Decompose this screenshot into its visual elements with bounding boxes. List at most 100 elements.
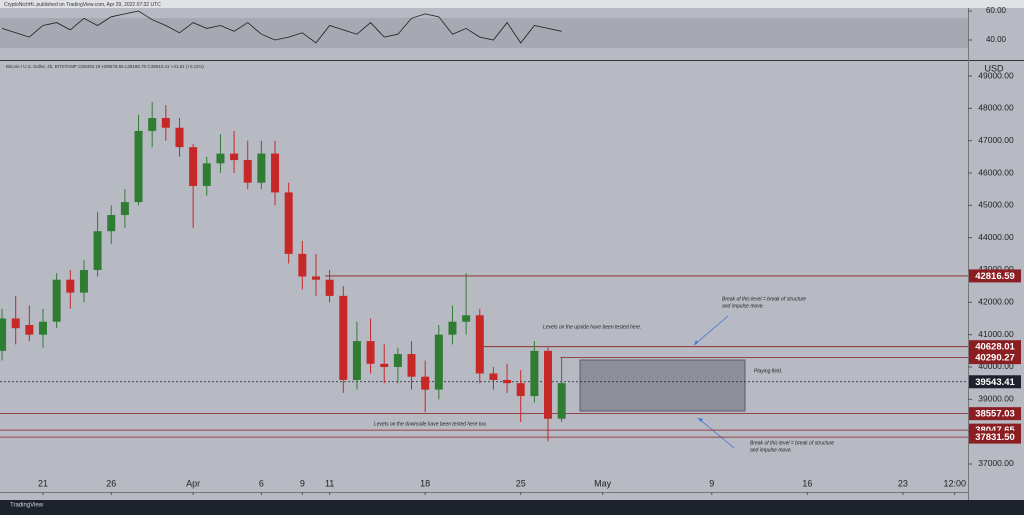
brand: TradingView (10, 503, 44, 509)
rsi-tick-label: 40.00 (986, 35, 1007, 44)
y-tick-label: 41000.00 (978, 329, 1014, 339)
candle-body (325, 279, 334, 296)
x-tick-label: 18 (420, 478, 430, 488)
level-label: 40290.27 (975, 353, 1015, 364)
candle-body (52, 279, 61, 322)
y-tick-label: 48000.00 (978, 103, 1014, 113)
candle-body (120, 202, 129, 216)
y-tick-label: 45000.00 (978, 200, 1014, 210)
x-tick-label: 12:00 (943, 478, 966, 488)
currency: USD (984, 63, 1004, 73)
symbol-legend: Bitcoin / U.S. Dollar, 4h, BITSTAMP O394… (6, 64, 204, 69)
level-label: 39543.41 (975, 377, 1015, 388)
x-tick-label: 25 (516, 478, 526, 488)
candle-body (216, 153, 225, 164)
candle-body (175, 127, 184, 148)
candle-body (25, 324, 34, 335)
x-tick-label: May (594, 478, 612, 488)
y-tick-label: 44000.00 (978, 232, 1014, 242)
level-label-box (969, 269, 1021, 283)
candle-body (352, 341, 361, 380)
y-tick-label: 46000.00 (978, 167, 1014, 177)
annotation: Levels on the upside have been tested he… (543, 324, 641, 330)
header-bar (0, 0, 1024, 8)
level-label: 40628.01 (975, 342, 1015, 353)
candle-body (243, 160, 252, 183)
annotation: and impulse move. (750, 447, 792, 453)
candle-body (434, 334, 443, 390)
y-tick-label: 42000.00 (978, 297, 1014, 307)
x-tick-label: 16 (802, 478, 812, 488)
x-tick-label: 6 (259, 478, 264, 488)
publisher: CryptoNichHL published on TradingView.co… (4, 2, 161, 8)
arrow-head (698, 418, 703, 422)
y-tick-label: 40000.00 (978, 361, 1014, 371)
annotation: and impulse move. (722, 303, 764, 309)
y-tick-label: 47000.00 (978, 135, 1014, 145)
x-tick-label: 23 (898, 478, 908, 488)
candle-body (161, 118, 170, 128)
x-tick-label: Apr (186, 478, 200, 488)
candle-body (271, 153, 280, 193)
candle-body (66, 279, 75, 293)
candle-body (421, 376, 430, 390)
candle-body (489, 373, 498, 380)
x-tick-label: 9 (709, 478, 714, 488)
candle-body (284, 192, 293, 254)
annotation: Break of this level = break of structure (750, 440, 834, 446)
level-label-box (969, 340, 1021, 354)
y-tick-label: 49000.00 (978, 70, 1014, 80)
candle-body (366, 341, 375, 364)
candle-body (38, 321, 47, 335)
x-tick-label: 26 (106, 478, 116, 488)
candle-body (202, 163, 211, 186)
candle-body (530, 350, 539, 397)
candle-body (557, 383, 566, 419)
level-label: 38557.03 (975, 409, 1015, 420)
x-tick-label: 9 (300, 478, 305, 488)
rsi-band (0, 18, 968, 48)
x-tick-label: 11 (325, 478, 334, 488)
rsi-tick-label: 60.00 (986, 6, 1007, 15)
candle-body (407, 354, 416, 377)
x-tick-label: 21 (38, 478, 48, 488)
candle-body (503, 379, 512, 384)
arrow (693, 315, 729, 346)
level-label-box (969, 430, 1021, 444)
candle-body (311, 276, 320, 280)
candle-body (448, 321, 457, 335)
candle-body (230, 153, 239, 161)
candle-body (516, 383, 525, 397)
arrow-head (694, 340, 698, 345)
candle-body (380, 363, 389, 367)
candle-body (298, 253, 307, 277)
level-label: 37831.50 (975, 432, 1015, 443)
candle-body (393, 354, 402, 367)
candle-body (339, 295, 348, 380)
annotations: Break of this level = break of structure… (374, 296, 834, 453)
level-label-box (969, 351, 1021, 365)
candle-body (134, 130, 143, 203)
candle-body (148, 118, 157, 131)
candle-body (0, 318, 7, 351)
arrow (697, 417, 735, 449)
annotation: Break of this level = break of structure (722, 296, 806, 302)
y-tick-label: 37000.00 (978, 458, 1014, 468)
candle-body (79, 269, 88, 293)
candle-body (257, 153, 266, 183)
level-label: 42816.59 (975, 271, 1015, 282)
candle-body (93, 231, 102, 270)
annotation: Playing field. (754, 368, 782, 374)
level-label-box (969, 407, 1021, 421)
candle-body (189, 147, 198, 186)
candle-body (462, 315, 471, 322)
footer-bar (0, 500, 1024, 510)
annotation: Levels on the downside have been tested … (374, 421, 487, 427)
candle-body (544, 350, 553, 419)
candle-body (107, 215, 116, 232)
level-label-box (969, 375, 1021, 389)
playing-field-zone (579, 359, 746, 412)
